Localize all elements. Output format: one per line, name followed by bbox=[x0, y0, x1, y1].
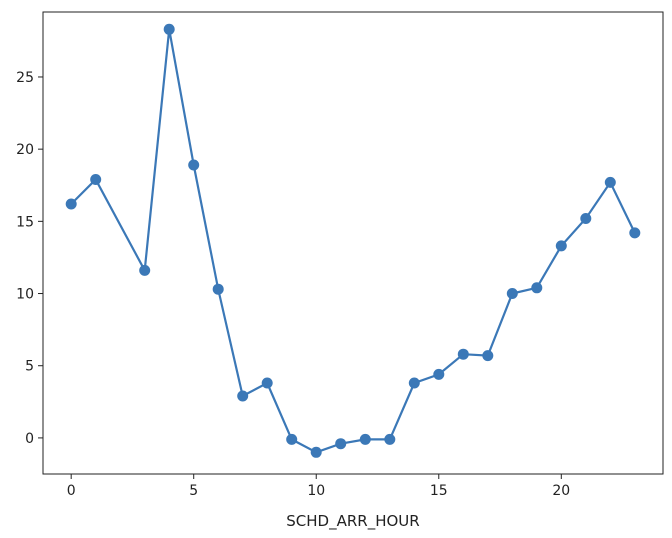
x-tick-label: 0 bbox=[67, 483, 76, 499]
data-point bbox=[506, 288, 518, 299]
data-point bbox=[212, 283, 224, 295]
x-tick-label: 20 bbox=[552, 483, 570, 499]
x-axis-label: SCHD_ARR_HOUR bbox=[286, 512, 419, 531]
data-point bbox=[604, 176, 616, 188]
y-tick-label: 20 bbox=[16, 142, 34, 158]
x-tick-label: 5 bbox=[189, 483, 198, 499]
data-point bbox=[482, 350, 494, 362]
data-point bbox=[90, 174, 102, 185]
data-point bbox=[629, 227, 641, 239]
y-tick-label: 0 bbox=[25, 431, 34, 447]
data-point bbox=[310, 446, 322, 458]
data-point bbox=[237, 390, 249, 402]
data-point bbox=[359, 433, 371, 445]
data-point bbox=[531, 282, 543, 294]
data-point bbox=[457, 348, 469, 360]
series-points bbox=[65, 23, 641, 458]
plot-area-frame bbox=[42, 11, 664, 475]
x-axis: 0 5 10 15 20 bbox=[67, 474, 570, 499]
y-tick-label: 25 bbox=[16, 70, 34, 86]
data-point bbox=[555, 240, 567, 252]
series-line bbox=[70, 29, 636, 454]
data-point bbox=[433, 368, 445, 380]
data-point bbox=[65, 198, 77, 210]
data-point bbox=[408, 377, 420, 389]
data-point bbox=[580, 213, 592, 224]
y-axis: 0 5 10 15 20 25 bbox=[16, 70, 43, 447]
x-tick-label: 10 bbox=[307, 483, 325, 499]
data-point bbox=[163, 23, 175, 35]
data-point bbox=[139, 264, 151, 276]
data-point bbox=[188, 159, 200, 171]
x-tick-label: 15 bbox=[430, 483, 448, 499]
y-tick-label: 10 bbox=[16, 287, 34, 303]
y-tick-label: 15 bbox=[16, 214, 34, 230]
data-point bbox=[335, 438, 347, 450]
data-point bbox=[261, 377, 273, 389]
data-point bbox=[384, 433, 396, 445]
y-tick-label: 5 bbox=[25, 359, 34, 375]
data-point bbox=[286, 433, 298, 445]
